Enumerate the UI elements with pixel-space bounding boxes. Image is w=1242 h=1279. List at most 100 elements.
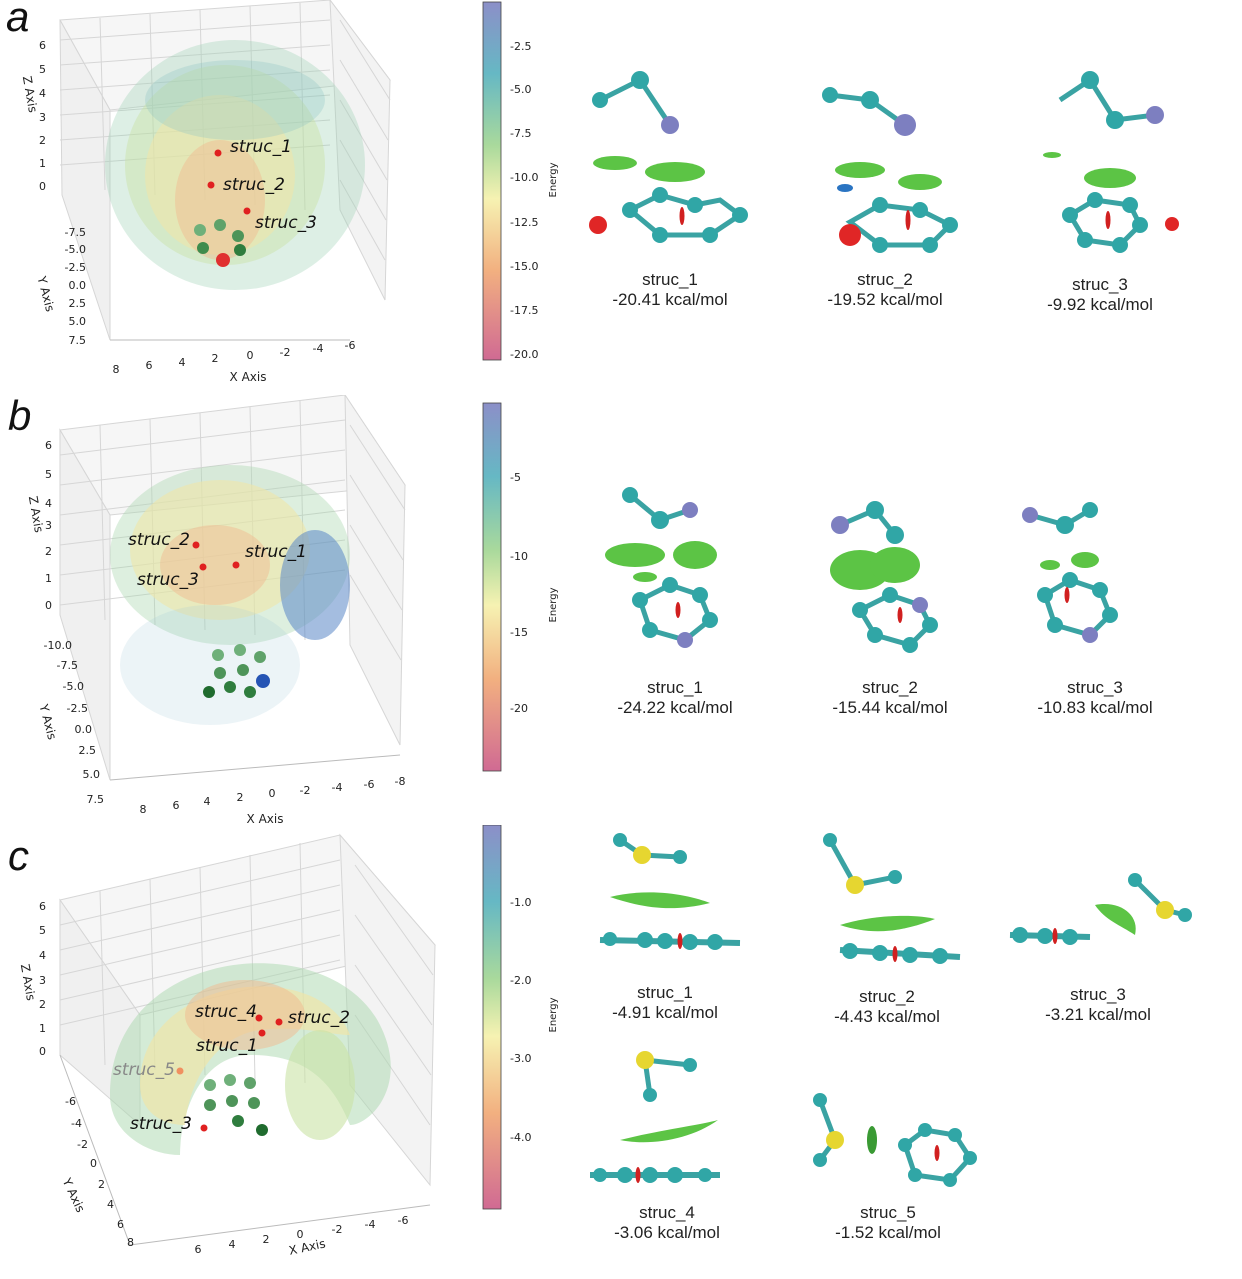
structure-caption: struc_3 -3.21 kcal/mol [1028,985,1168,1026]
structure-name: struc_2 [857,270,913,289]
z-tick: 3 [39,111,46,124]
y-tick: 5.0 [83,768,101,781]
x-tick: 4 [179,356,186,369]
y-tick: -2.5 [67,702,88,715]
z-tick: 1 [39,1022,46,1035]
y-tick: 7.5 [69,334,87,347]
structure-name: struc_4 [639,1203,695,1222]
structure-energy: -19.52 kcal/mol [827,290,943,310]
point-label: struc_4 [195,1002,257,1022]
colorbar-tick: -3.0 [510,1052,531,1065]
point-label: struc_2 [223,175,285,195]
colorbar-tick: -5.0 [510,83,531,96]
molecule-spheres [194,219,246,267]
z-tick: 5 [39,63,46,76]
z-tick: 3 [39,974,46,987]
molecule-struc-2 [822,87,958,253]
structure-energy: -4.43 kcal/mol [834,1007,940,1027]
y-tick: 0 [90,1157,97,1170]
scatter-3d-plot: struc_1 struc_2 struc_3 6 5 4 3 2 1 0 -7… [20,0,391,384]
colorbar-tick: -7.5 [510,127,531,140]
panel-letter: b [8,392,32,439]
structure-caption: struc_2 -19.52 kcal/mol [815,270,955,311]
structure-name: struc_1 [637,983,693,1002]
point-label: struc_1 [230,137,292,157]
z-tick: 1 [39,157,46,170]
x-tick: 0 [247,349,254,362]
z-tick: 2 [39,998,46,1011]
colorbar-tick: -5 [510,471,521,484]
highlighted-points [176,1014,283,1132]
y-axis-label: Y Axis [59,1175,87,1214]
structure-energy: -15.44 kcal/mol [832,698,948,718]
x-tick: -4 [332,781,343,794]
colorbar: -2.5 -5.0 -7.5 -10.0 -12.5 -15.0 -17.5 -… [482,1,559,361]
x-tick: -4 [365,1218,376,1231]
structure-name: struc_1 [647,678,703,697]
structure-name: struc_1 [642,270,698,289]
structure-caption: struc_1 -20.41 kcal/mol [600,270,740,311]
x-tick: 4 [204,795,211,808]
point-label: struc_2 [288,1008,350,1028]
molecule-struc-3 [1043,71,1179,253]
structure-energy: -1.52 kcal/mol [835,1223,941,1243]
z-tick: 4 [39,87,46,100]
structure-caption: struc_4 -3.06 kcal/mol [597,1203,737,1244]
structure-caption: struc_2 -15.44 kcal/mol [820,678,960,719]
point-cloud [110,963,391,1155]
x-tick: 0 [297,1228,304,1241]
colorbar-tick: -4.0 [510,1131,531,1144]
z-tick: 6 [39,900,46,913]
z-tick: 6 [39,39,46,52]
structure-energy: -20.41 kcal/mol [612,290,728,310]
panel-letter: c [8,832,29,879]
structure-name: struc_3 [1067,678,1123,697]
scatter-3d-plot: struc_4 struc_2 struc_1 struc_5 struc_3 … [18,833,436,1258]
point-label: struc_2 [128,530,190,550]
x-tick: -6 [345,339,356,352]
molecule-struc-1 [589,71,748,243]
point-label: struc_3 [137,570,199,590]
point-struc-3 [200,1124,208,1132]
highlighted-points [192,541,240,571]
x-tick: -6 [364,778,375,791]
molecule-images [589,71,1179,253]
x-tick: 2 [237,791,244,804]
scatter-3d-plot: struc_2 struc_1 struc_3 6 5 4 3 2 1 0 -1… [26,395,406,825]
x-tick: 6 [173,799,180,812]
molecule-struc-5 [813,1093,977,1187]
x-tick: 2 [212,352,219,365]
structure-caption: struc_5 -1.52 kcal/mol [818,1203,958,1244]
molecule-spheres [204,1074,268,1136]
structure-caption: struc_3 -10.83 kcal/mol [1025,678,1165,719]
z-tick: 5 [39,924,46,937]
colorbar-tick: -2.0 [510,974,531,987]
colorbar-label: Energy [548,997,559,1032]
y-axis-label: Y Axis [34,274,57,313]
z-tick: 3 [45,519,52,532]
y-tick: 6 [117,1218,124,1231]
point-label: struc_5 [113,1060,175,1080]
x-axis-label: X Axis [230,370,267,384]
structure-energy: -9.92 kcal/mol [1047,295,1153,315]
z-tick: 1 [45,572,52,585]
molecule-struc-3 [1009,873,1192,945]
molecule-struc-1 [605,487,718,648]
x-tick: 8 [140,803,147,816]
structure-name: struc_3 [1072,275,1128,294]
x-axis-label: X Axis [247,812,284,825]
x-tick: 2 [263,1233,270,1246]
y-tick: 7.5 [87,793,105,806]
molecule-struc-4 [590,1051,720,1183]
structure-caption: struc_2 -4.43 kcal/mol [817,987,957,1028]
structure-energy: -3.21 kcal/mol [1045,1005,1151,1025]
y-tick: 0.0 [69,279,87,292]
y-axis-label: Y Axis [36,702,59,741]
z-axis-label: Z Axis [20,75,40,114]
structure-caption: struc_3 -9.92 kcal/mol [1030,275,1170,316]
point-struc-4 [255,1014,263,1022]
point-label: struc_1 [196,1036,258,1056]
z-tick: 0 [45,599,52,612]
point-label: struc_3 [130,1114,192,1134]
y-tick: -5.0 [63,680,84,693]
